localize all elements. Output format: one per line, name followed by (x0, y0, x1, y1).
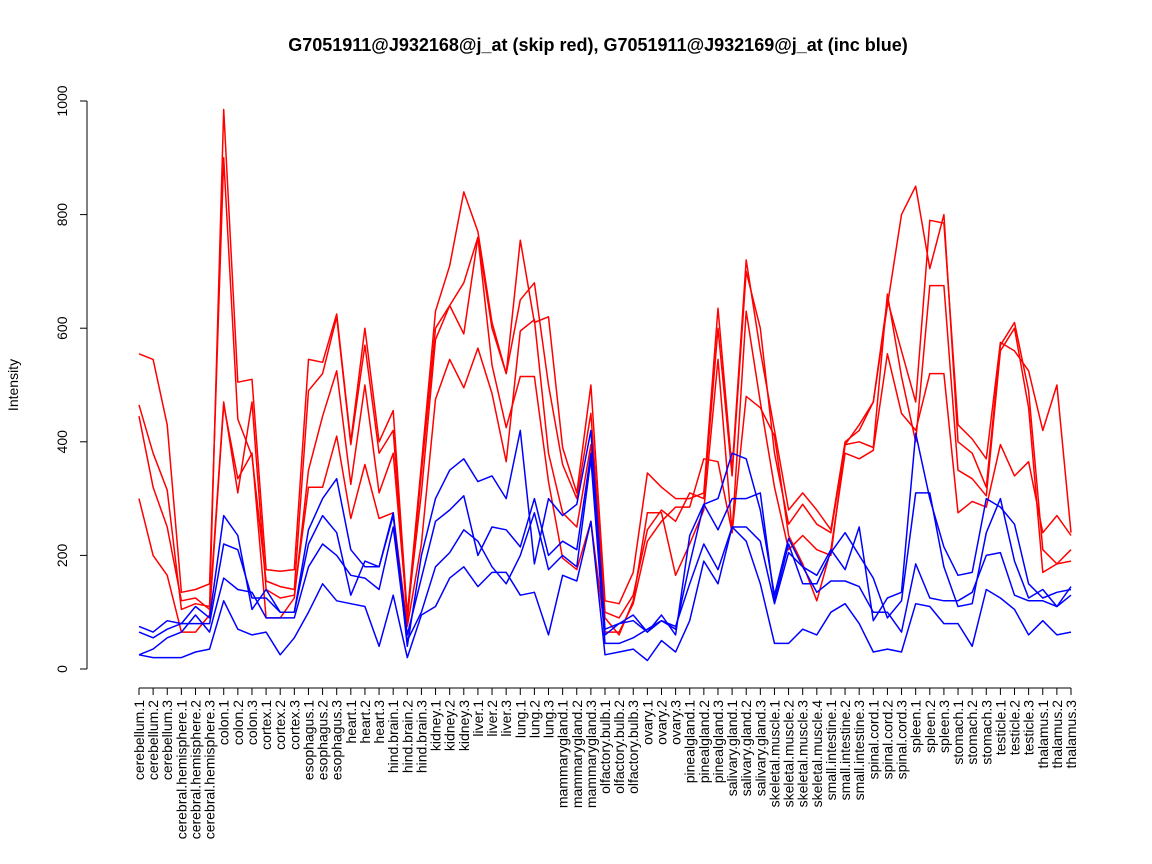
x-tick-label: liver.1 (470, 700, 486, 737)
x-tick-label: spleen.1 (908, 700, 924, 753)
y-tick-label: 0 (54, 665, 70, 673)
x-tick-label: skeletal.muscle.3 (795, 700, 811, 808)
x-tick-label: heart.3 (371, 700, 387, 744)
x-tick-label: cerebellum.1 (131, 700, 147, 780)
x-tick-label: cerebellum.3 (159, 700, 175, 780)
x-tick-label: hind.brain.1 (385, 700, 401, 773)
x-tick-label: pinealgland.2 (696, 700, 712, 784)
x-tick-label: liver.3 (498, 700, 514, 737)
x-tick-label: stomach.3 (978, 700, 994, 765)
x-tick-label: skeletal.muscle.4 (809, 700, 825, 808)
x-tick-label: lung.2 (526, 700, 542, 738)
x-tick-label: mammarygland.3 (583, 700, 599, 808)
y-tick-label: 200 (54, 544, 70, 568)
x-tick-label: mammarygland.1 (555, 700, 571, 808)
x-tick-label: esophagus.2 (315, 700, 331, 780)
x-tick-label: stomach.1 (950, 700, 966, 765)
x-tick-label: small.intestine.3 (851, 700, 867, 801)
x-tick-label: salivary.gland.3 (752, 700, 768, 796)
x-tick-label: olfactory.bulb.1 (597, 700, 613, 794)
x-tick-label: spleen.3 (936, 700, 952, 753)
x-tick-label: testicle.1 (992, 700, 1008, 755)
series-line-7 (138, 458, 1072, 656)
x-tick-label: ovary.3 (668, 700, 684, 745)
x-tick-label: cerebral.hemisphere.3 (202, 700, 218, 840)
x-tick-label: esophagus.1 (300, 700, 316, 780)
x-tick-label: colon.3 (244, 700, 260, 745)
x-tick-label: cortex.2 (272, 700, 288, 750)
x-tick-label: lung.1 (512, 700, 528, 738)
x-tick-label: spinal.cord.2 (879, 700, 895, 780)
series-line-1 (138, 108, 1072, 616)
x-tick-label: heart.2 (357, 700, 373, 744)
x-tick-label: pinealgland.1 (682, 700, 698, 784)
series-line-2 (138, 157, 1072, 622)
x-tick-label: heart.1 (343, 700, 359, 744)
x-tick-label: colon.2 (230, 700, 246, 745)
x-tick-label: esophagus.3 (329, 700, 345, 780)
x-tick-label: olfactory.bulb.2 (611, 700, 627, 794)
y-tick-label: 600 (54, 316, 70, 340)
x-tick-label: kidney.2 (442, 700, 458, 751)
series-line-3 (138, 284, 1072, 636)
x-tick-label: ovary.1 (639, 700, 655, 745)
x-tick-label: lung.3 (541, 700, 557, 738)
x-tick-label: mammarygland.2 (569, 700, 585, 808)
x-tick-label: cerebral.hemisphere.1 (173, 700, 189, 840)
x-tick-label: colon.1 (216, 700, 232, 745)
x-tick-label: small.intestine.2 (837, 700, 853, 801)
x-tick-label: cerebral.hemisphere.2 (187, 700, 203, 840)
x-tick-label: pinealgland.3 (710, 700, 726, 784)
x-tick-label: thalamus.1 (1035, 700, 1051, 769)
x-tick-label: kidney.1 (428, 700, 444, 751)
x-tick-label: thalamus.3 (1063, 700, 1079, 769)
x-tick-label: salivary.gland.1 (724, 700, 740, 796)
x-tick-label: hind.brain.2 (399, 700, 415, 773)
x-tick-label: hind.brain.3 (413, 700, 429, 773)
x-tick-label: cortex.1 (258, 700, 274, 750)
x-tick-label: testicle.2 (1007, 700, 1023, 755)
x-tick-label: spinal.cord.3 (894, 700, 910, 780)
x-tick-label: cortex.3 (286, 700, 302, 750)
x-tick-label: spleen.2 (922, 700, 938, 753)
x-tick-label: stomach.2 (964, 700, 980, 765)
series-line-8 (138, 520, 1072, 662)
x-tick-label: kidney.3 (456, 700, 472, 751)
y-axis: 0 200 400 600 800 1000 (54, 85, 88, 673)
x-tick-label: olfactory.bulb.3 (625, 700, 641, 794)
y-tick-label: 400 (54, 430, 70, 454)
x-axis: cerebellum.1cerebellum.2cerebellum.3cere… (131, 687, 1079, 840)
x-tick-label: liver.2 (484, 700, 500, 737)
y-tick-label: 800 (54, 203, 70, 227)
series-line-4 (138, 236, 1072, 633)
x-tick-label: small.intestine.1 (823, 700, 839, 801)
x-tick-label: cerebellum.2 (145, 700, 161, 780)
series-lines (138, 108, 1072, 662)
x-tick-label: spinal.cord.1 (865, 700, 881, 780)
y-axis-label: Intensity (5, 359, 21, 411)
x-tick-label: skeletal.muscle.2 (781, 700, 797, 808)
x-tick-label: thalamus.2 (1049, 700, 1065, 769)
x-tick-label: ovary.2 (653, 700, 669, 745)
chart-title: G7051911@J932168@j_at (skip red), G70519… (288, 35, 908, 55)
x-tick-label: testicle.3 (1021, 700, 1037, 755)
x-tick-label: skeletal.muscle.1 (766, 700, 782, 808)
x-tick-label: salivary.gland.2 (738, 700, 754, 796)
y-tick-label: 1000 (54, 85, 70, 116)
